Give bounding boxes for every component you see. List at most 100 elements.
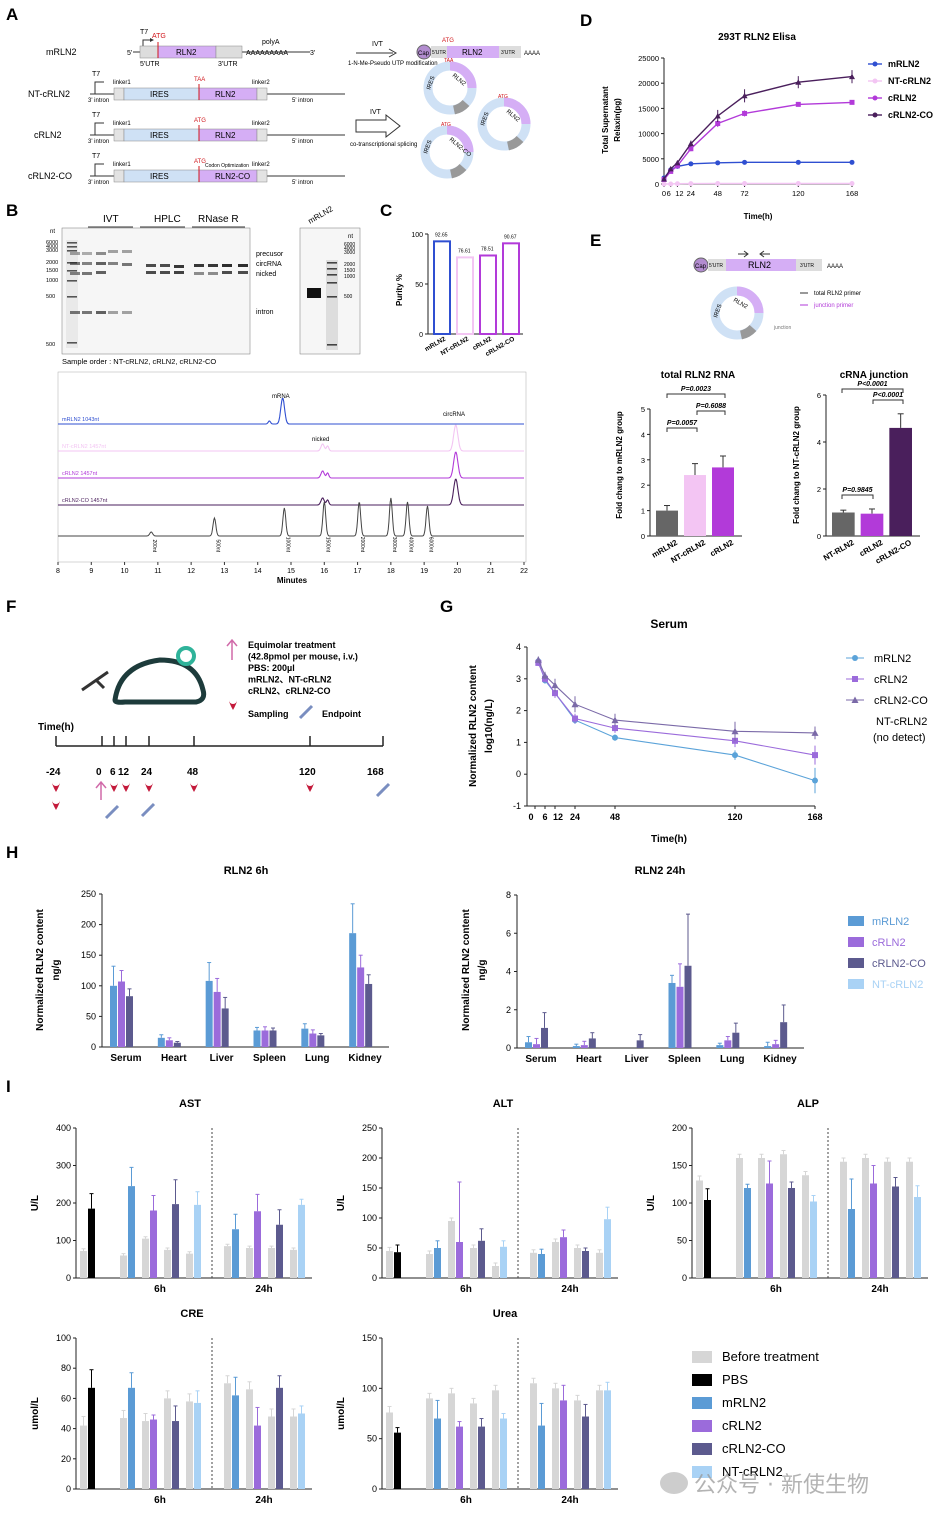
gel2-band (307, 288, 321, 298)
y-tick-label: 300 (56, 1161, 71, 1171)
y-tick-label: 2 (817, 485, 821, 494)
y-axis-label: Fold chang to mRLN2 group (615, 411, 624, 519)
y-tick-label: 50 (677, 1236, 687, 1246)
ladder-band (67, 270, 77, 272)
data-point (572, 715, 578, 722)
y-tick-label: 100 (362, 1383, 377, 1393)
gel-band (122, 263, 132, 266)
x-cat-label: 24h (561, 1495, 578, 1506)
y-tick-label: 0 (655, 180, 659, 189)
legend-label: cRLN2-CO (872, 958, 926, 970)
x-cat-label: 6h (460, 1284, 472, 1295)
peak-nicked: nicked (312, 437, 329, 443)
legend-label: NT-cRLN2 (722, 1464, 783, 1479)
data-point (849, 159, 855, 165)
y-tick-label: 1 (641, 507, 645, 516)
construct-name: cRLN2 (34, 130, 62, 140)
y-axis-label: Fold chang to NT-cRLN2 group (792, 406, 801, 524)
x-tick-label: 168 (846, 189, 859, 198)
primer-arrow (738, 250, 749, 258)
chart-title: ALT (493, 1098, 514, 1110)
bar (157, 1037, 165, 1047)
y-axis-label: Normalized RLN2 content (468, 664, 479, 786)
gel2-ladder-band (327, 262, 337, 264)
chrom-trace (58, 424, 524, 452)
treatment-bar (172, 1421, 179, 1489)
bar (668, 982, 676, 1048)
gel-band (194, 264, 204, 267)
watermark-text: 公众号 · 新使生物 (694, 1473, 869, 1498)
data-point (742, 159, 748, 165)
legend-swatch (692, 1466, 712, 1478)
atg-label: ATG (152, 33, 166, 40)
baseline-bar (840, 1161, 847, 1278)
baseline-bar (552, 1242, 559, 1278)
x-tick-label: 168 (807, 812, 822, 822)
intron3-label: 3' intron (88, 98, 109, 104)
bar (261, 1030, 269, 1047)
x-tick-label: 17 (354, 568, 362, 575)
y-tick-label: 0 (419, 332, 423, 339)
series-line (663, 75, 853, 180)
p-value: P=0.9845 (842, 487, 872, 494)
y-tick-label: 6 (817, 391, 821, 400)
y-tick-label: 4 (817, 438, 821, 447)
treatment-bar (434, 1418, 441, 1489)
utr3-label: 3'UTR (218, 61, 238, 68)
treatment-bar (232, 1229, 239, 1278)
promoter-arrow (94, 81, 104, 94)
baseline-bar (596, 1390, 603, 1489)
y-tick-label: 60 (61, 1393, 71, 1403)
chart-title: 293T RLN2 Elisa (718, 32, 796, 43)
end3-label: 3' (310, 50, 315, 57)
treatment-arrow-icon (226, 638, 238, 660)
ladder-peak-label: 1500nt (324, 537, 330, 553)
gel-band (96, 311, 106, 314)
gene-box (726, 259, 796, 271)
intron5-label: 5' intron (292, 139, 313, 145)
bar (541, 1027, 548, 1048)
product-atg: ATG (442, 38, 454, 44)
y-tick-label: 2 (641, 481, 645, 490)
baseline-bar (246, 1248, 253, 1278)
product-utr5: 5'UTR (432, 50, 446, 56)
y-tick-label: -1 (513, 801, 521, 811)
tissue-label: Kidney (348, 1053, 382, 1064)
treatment-bar (276, 1387, 283, 1489)
treatment-text: mRLN2、NT-cRLN2 (248, 675, 332, 685)
gel2-ladder-band (327, 274, 337, 276)
gene-label: RLN2 (176, 48, 197, 57)
data-point (674, 163, 680, 169)
tissue-label: Lung (720, 1054, 744, 1065)
y-tick-label: 100 (81, 981, 96, 991)
legend-label: Before treatment (722, 1349, 819, 1364)
panel-e-rna: Cap 5'UTR RLN2 3'UTR AAAA RLN2 IRES junction tot… (615, 250, 920, 566)
series-line (537, 661, 816, 782)
blood-drop-icon (190, 782, 198, 792)
timeline-label: 48 (187, 767, 199, 778)
baseline-bar (120, 1255, 127, 1278)
treatment-bar (892, 1186, 899, 1278)
wechat-icon (660, 1472, 688, 1494)
panel-label-g: G (440, 597, 453, 616)
ladder-peak-label: 200nt (151, 539, 157, 552)
ladder-peak-label: 6000nt (427, 537, 433, 553)
legend-swatch (848, 916, 864, 926)
legend-label: PBS (722, 1372, 748, 1387)
data-point (552, 690, 558, 697)
baseline-bar (862, 1158, 869, 1278)
bar (764, 1046, 772, 1048)
chrom-trace (58, 451, 524, 479)
y-tick-label: 50 (415, 282, 423, 289)
x-axis-label: Time(h) (651, 834, 687, 845)
y-tick-label: 0 (506, 1043, 511, 1053)
primer-arrow (759, 250, 770, 258)
tissue-label: Spleen (668, 1054, 701, 1065)
gel-band (208, 264, 218, 267)
ladder-peak-label: 500nt (214, 539, 220, 552)
gel2-ladder-band (327, 344, 337, 346)
gel-band (222, 264, 232, 267)
x-cat-label: NT-RLN2 (822, 538, 856, 563)
y-axis-label: Normalized RLN2 content (35, 908, 46, 1030)
